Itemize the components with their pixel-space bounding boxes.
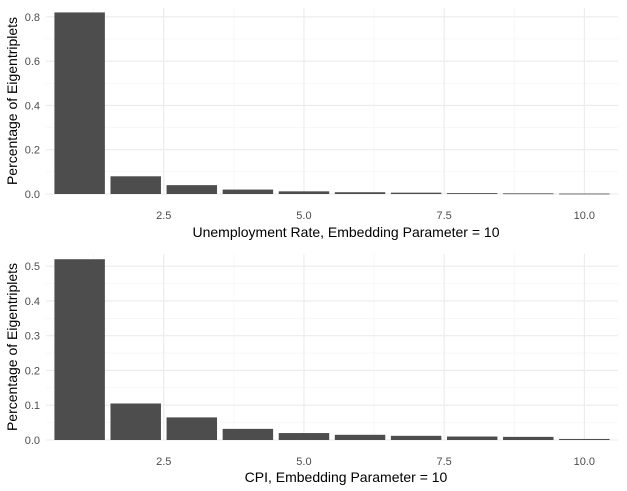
cpi-chart-panel: 2.5 5.0 7.5 10.0 0.0 0.1 0.2 0.3 0.4 0.5 CPI, Emb… — [4, 254, 618, 485]
cpi-y-axis-title: Percentage of Eigentriplets — [4, 263, 20, 431]
unemployment-bar — [390, 192, 442, 194]
unemployment-x-axis-title: Unemployment Rate, Embedding Parameter =… — [193, 224, 500, 240]
unemployment-bar — [166, 185, 218, 194]
cpi-bar — [559, 438, 610, 440]
cpi-y-tick-label: 0.5 — [25, 261, 40, 273]
unemployment-y-axis-title: Percentage of Eigentriplets — [4, 17, 20, 185]
unemployment-y-tick-label: 0.2 — [25, 145, 40, 157]
unemployment-bar — [446, 193, 498, 194]
cpi-bar — [54, 259, 105, 440]
unemployment-x-tick-label: 10.0 — [574, 210, 595, 222]
unemployment-chart-panel: 2.5 5.0 7.5 10.0 0.0 0.2 0.4 0.6 0.8 Unemploymen… — [4, 8, 618, 240]
cpi-y-tick-label: 0.2 — [25, 365, 40, 377]
cpi-bar — [446, 436, 498, 440]
unemployment-bar — [110, 176, 161, 194]
cpi-bar — [334, 434, 386, 440]
cpi-x-tick-label: 2.5 — [156, 456, 171, 468]
cpi-y-tick-label: 0.3 — [25, 331, 40, 343]
cpi-x-tick-label: 10.0 — [574, 456, 595, 468]
cpi-bar — [166, 417, 218, 440]
cpi-y-tick-label: 0.4 — [25, 296, 40, 308]
unemployment-bar — [503, 193, 554, 195]
cpi-x-tick-label: 7.5 — [437, 456, 452, 468]
cpi-x-tick-label: 5.0 — [296, 456, 311, 468]
cpi-bar — [278, 433, 330, 440]
unemployment-bars — [54, 12, 610, 195]
unemployment-bar — [222, 189, 274, 194]
cpi-grid — [46, 254, 618, 441]
unemployment-y-tick-label: 0.0 — [25, 189, 40, 201]
unemployment-ticks: 2.5 5.0 7.5 10.0 0.0 0.2 0.4 0.6 0.8 — [25, 12, 595, 222]
cpi-ticks: 2.5 5.0 7.5 10.0 0.0 0.1 0.2 0.3 0.4 0.5 — [25, 261, 595, 468]
cpi-y-tick-label: 0.1 — [25, 400, 40, 412]
unemployment-bar — [334, 192, 386, 194]
cpi-y-tick-label: 0.0 — [25, 435, 40, 447]
unemployment-y-tick-label: 0.6 — [25, 56, 40, 68]
unemployment-bar — [559, 193, 610, 195]
unemployment-grid — [46, 8, 618, 195]
unemployment-y-tick-label: 0.8 — [25, 12, 40, 24]
unemployment-bar — [278, 191, 330, 194]
cpi-bar — [222, 428, 274, 440]
unemployment-x-tick-label: 2.5 — [156, 210, 171, 222]
cpi-bars — [54, 259, 610, 440]
cpi-x-axis-title: CPI, Embedding Parameter = 10 — [245, 469, 448, 485]
cpi-bar — [390, 435, 442, 440]
unemployment-y-tick-label: 0.4 — [25, 100, 40, 112]
cpi-bar — [110, 403, 161, 440]
unemployment-x-tick-label: 7.5 — [437, 210, 452, 222]
unemployment-bar — [54, 12, 105, 194]
cpi-bar — [503, 436, 554, 440]
unemployment-x-tick-label: 5.0 — [296, 210, 311, 222]
